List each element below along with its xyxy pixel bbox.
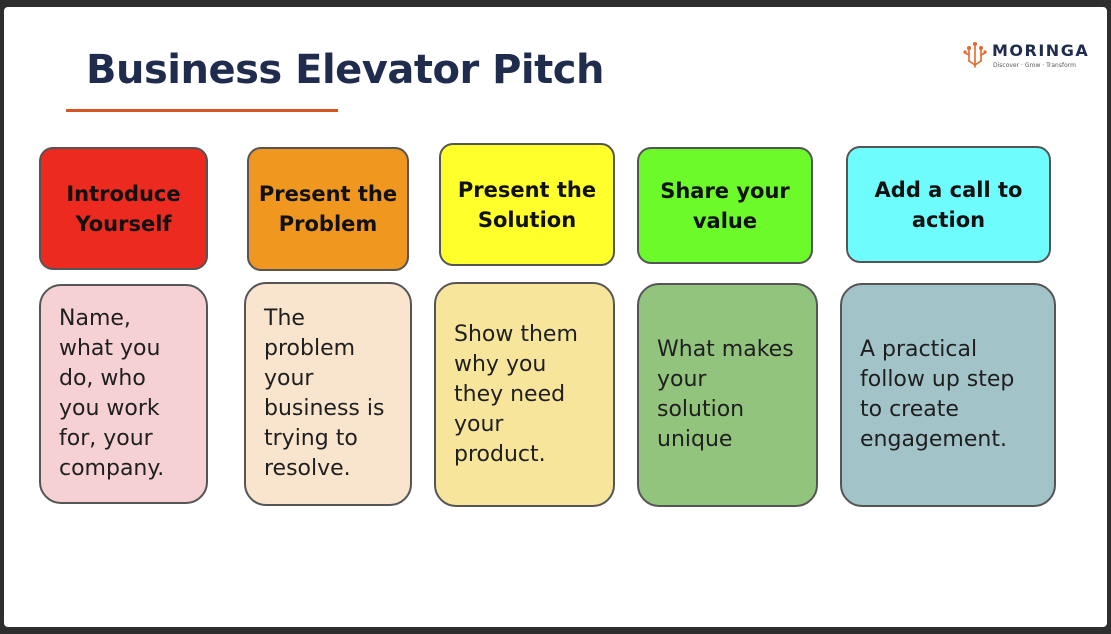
- step-body-share-value: What makes your solution unique: [637, 283, 818, 507]
- step-header-present-solution: Present the Solution: [439, 143, 615, 266]
- step-header-call-to-action: Add a call to action: [846, 146, 1051, 263]
- step-header-label: Present the Problem: [258, 182, 398, 236]
- step-header-introduce-yourself: Introduce Yourself: [39, 147, 208, 270]
- step-body-text: Name, what you do, who you work for, you…: [59, 306, 165, 481]
- slide: Business Elevator Pitch: [4, 7, 1107, 627]
- step-header-present-problem: Present the Problem: [247, 147, 409, 271]
- step-header-label: Share your value: [660, 178, 790, 233]
- step-header-label: Add a call to action: [874, 177, 1023, 232]
- step-header-label: Introduce Yourself: [66, 181, 181, 236]
- title-underline: [66, 109, 338, 112]
- logo-wordmark: MORINGA: [992, 41, 1090, 60]
- step-body-text: What makes your solution unique: [657, 337, 794, 452]
- step-header-share-value: Share your value: [637, 147, 813, 264]
- step-body-present-solution: Show them why you they need your product…: [434, 282, 615, 507]
- step-body-text: Show them why you they need your product…: [454, 321, 578, 467]
- step-body-call-to-action: A practical follow up step to create eng…: [840, 283, 1056, 507]
- step-body-introduce-yourself: Name, what you do, who you work for, you…: [39, 284, 208, 504]
- step-header-label: Present the Solution: [457, 177, 597, 232]
- moringa-logo: MORINGA Discover · Grow · Transform: [962, 39, 1104, 75]
- circuit-tree-icon: [963, 42, 987, 68]
- step-body-text: A practical follow up step to create eng…: [860, 337, 1015, 452]
- step-body-present-problem: The problem your business is trying to r…: [244, 282, 412, 506]
- slide-title: Business Elevator Pitch: [86, 47, 604, 93]
- step-body-text: The problem your business is trying to r…: [264, 306, 385, 481]
- logo-tagline: Discover · Grow · Transform: [993, 62, 1076, 69]
